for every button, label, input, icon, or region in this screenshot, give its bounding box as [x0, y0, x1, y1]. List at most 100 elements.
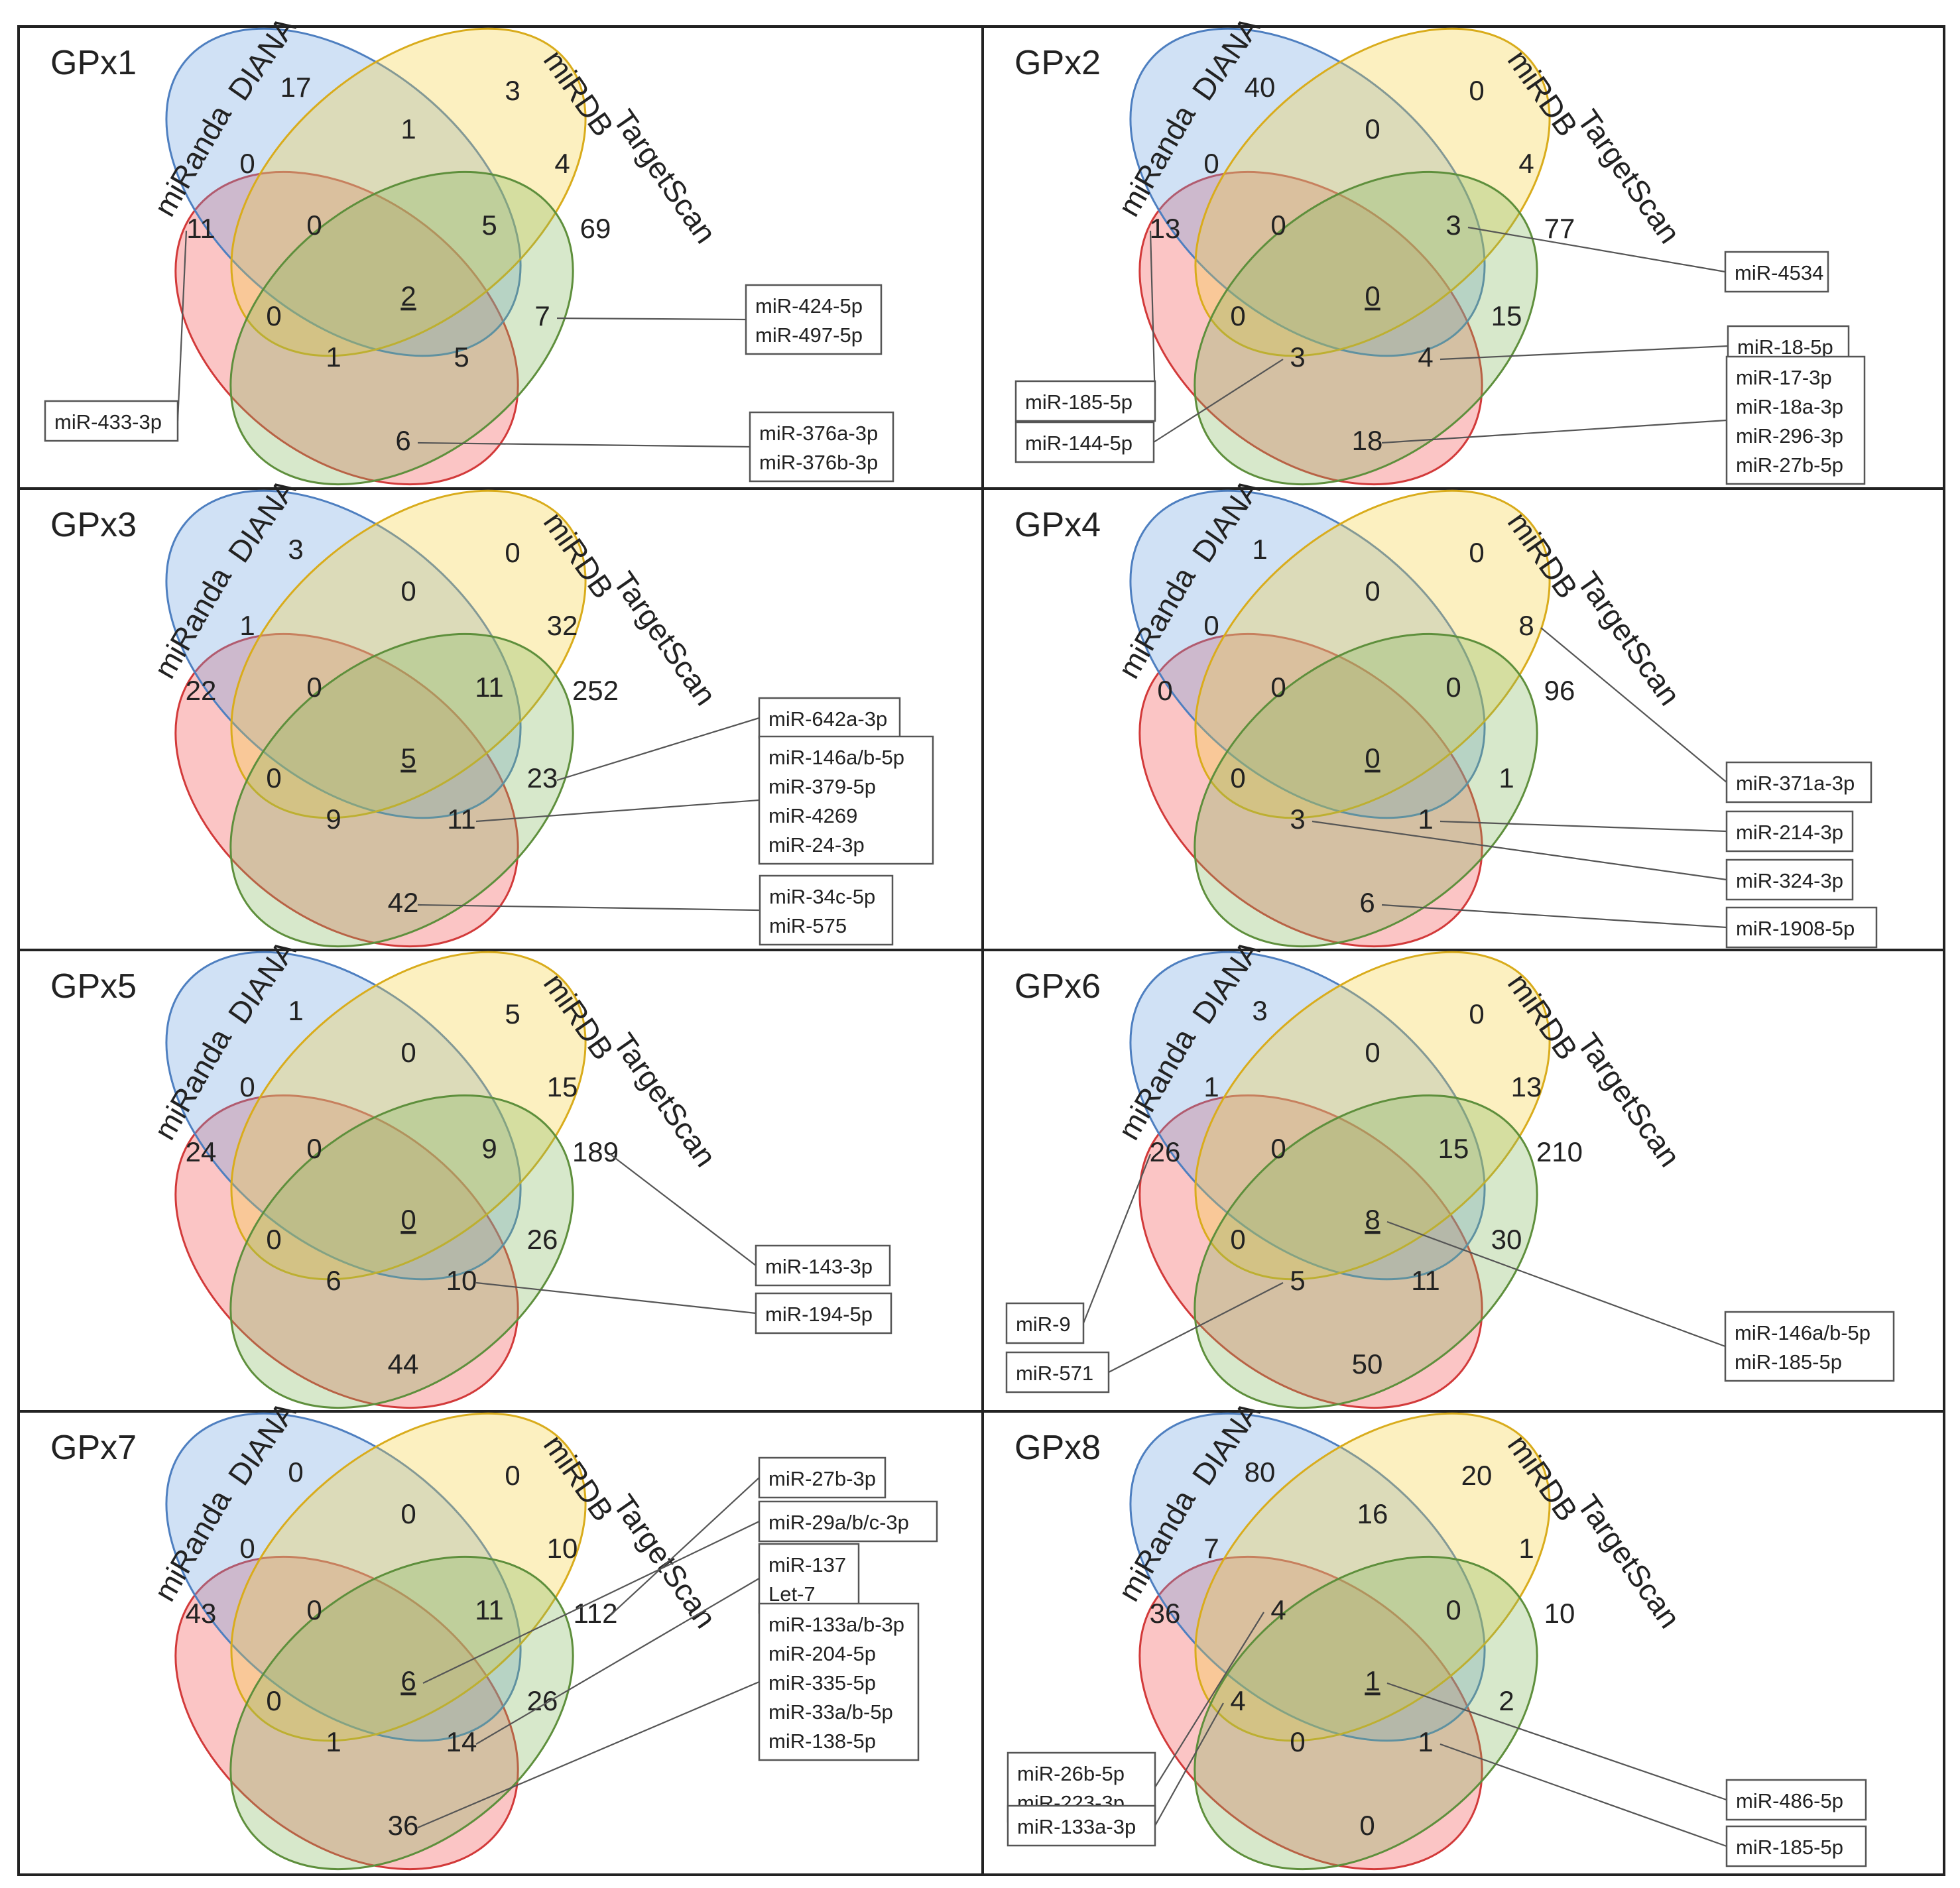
set-ellipse-mirdb [230, 27, 587, 357]
callout-rmt: miR-144-5p [1014, 359, 1284, 463]
region-count-dt: 2 [1499, 1685, 1514, 1716]
callout-mirna-label: miR-642a-3p [768, 707, 887, 731]
region-count-rd: 1 [1203, 1071, 1219, 1102]
region-count-dm: 0 [400, 1498, 416, 1529]
region-count-rdt: 11 [1411, 1265, 1440, 1296]
region-count-rdm: 0 [306, 672, 322, 703]
region-count-r-only: 11 [186, 213, 215, 244]
region-count-all: 2 [400, 280, 416, 312]
callout-leader-line [1149, 230, 1156, 402]
region-count-m-only: 0 [1469, 537, 1484, 568]
region-count-rmt: 3 [1290, 341, 1305, 373]
region-count-rt: 42 [388, 887, 419, 918]
region-count-rdm: 4 [1270, 1594, 1286, 1625]
callout-leader-line [475, 1281, 757, 1315]
callout-mirna-label: miR-18a-3p [1736, 395, 1843, 418]
region-count-r-only: 13 [1150, 213, 1181, 244]
callout-box [758, 1602, 920, 1761]
set-ellipse-targetscan [229, 1555, 574, 1871]
region-count-d-only: 40 [1245, 72, 1276, 103]
callout-box [1007, 1804, 1156, 1847]
region-count-m-only: 0 [505, 537, 520, 568]
callout-r-only: miR-433-3p [44, 230, 188, 442]
region-count-m-only: 3 [505, 75, 520, 106]
region-count-r-only: 0 [1157, 675, 1172, 706]
callout-mirna-label: miR-26b-5p [1017, 1762, 1125, 1785]
set-label-targetscan: TargetScan [607, 565, 723, 711]
callout-mirna-label: miR-9 [1016, 1313, 1071, 1336]
callout-mirna-label: miR-185-5p [1735, 1350, 1842, 1374]
callout-mirna-label: Let-7 [768, 1582, 816, 1606]
region-count-mt: 1 [1518, 1533, 1534, 1564]
region-count-rdt: 1 [1418, 803, 1433, 835]
set-ellipse-mirdb [230, 951, 587, 1281]
region-count-dmt: 0 [1445, 1594, 1461, 1625]
region-count-dt: 23 [527, 762, 558, 794]
region-count-dm: 1 [400, 113, 416, 145]
region-count-m-only: 5 [505, 998, 520, 1030]
region-count-mt: 4 [1518, 148, 1534, 179]
callout-mirna-label: miR-4269 [768, 804, 857, 827]
set-ellipse-mirdb [1194, 489, 1551, 819]
callout-rmt: miR-324-3p [1312, 820, 1854, 901]
set-ellipse-targetscan [229, 632, 574, 948]
region-count-t-only: 112 [574, 1598, 618, 1629]
callout-box [44, 400, 179, 442]
region-count-all: 6 [400, 1665, 416, 1696]
callout-leader-line [609, 1153, 757, 1266]
region-count-rd: 7 [1203, 1533, 1219, 1564]
callout-all: miR-486-5p [1386, 1682, 1867, 1821]
region-count-rt: 6 [395, 425, 410, 456]
region-count-dt: 15 [1491, 300, 1522, 331]
set-ellipse-targetscan [229, 170, 574, 486]
region-count-dt: 30 [1491, 1224, 1522, 1255]
set-label-targetscan: TargetScan [607, 1488, 723, 1634]
region-count-m-only: 20 [1461, 1460, 1493, 1491]
callout-leader-line [609, 1477, 760, 1616]
callout-box [1724, 251, 1829, 293]
callout-leader-line [556, 717, 760, 782]
callout-mirna-label: miR-371a-3p [1736, 772, 1855, 795]
callout-mirna-label: miR-137 [768, 1553, 846, 1576]
set-label-targetscan: TargetScan [1571, 1027, 1687, 1173]
callout-box [745, 284, 883, 355]
region-count-rmt: 0 [1290, 1726, 1305, 1757]
region-count-dm: 0 [1365, 1037, 1380, 1068]
callout-mirna-label: miR-17-3p [1736, 366, 1832, 389]
region-count-t-only: 77 [1544, 213, 1575, 244]
region-count-rd: 0 [239, 148, 255, 179]
callout-mirna-label: miR-571 [1016, 1362, 1093, 1385]
callout-mirna-label: miR-18-5p [1737, 335, 1833, 359]
region-count-rdt: 10 [446, 1265, 477, 1296]
region-count-rd: 0 [239, 1071, 255, 1102]
region-count-rdm: 0 [1270, 209, 1286, 241]
region-count-rdt: 5 [454, 341, 469, 373]
region-count-rt: 44 [388, 1348, 419, 1380]
region-count-rm: 0 [1230, 1224, 1245, 1255]
region-count-all: 0 [1365, 742, 1380, 774]
region-count-rt: 6 [1359, 887, 1375, 918]
callout-all: miR-146a/b-5p miR-185-5p [1386, 1220, 1895, 1382]
region-count-all: 0 [1365, 280, 1380, 312]
region-count-dmt: 0 [1445, 672, 1461, 703]
region-count-rt: 18 [1352, 425, 1383, 456]
region-count-rm: 0 [266, 300, 281, 331]
region-count-dt: 26 [527, 1224, 558, 1255]
region-count-m-only: 0 [1469, 75, 1484, 106]
callout-leader-line [1439, 1743, 1727, 1848]
callout-all: miR-29a/b/c-3p [422, 1500, 938, 1684]
region-count-r-only: 24 [186, 1136, 217, 1167]
callout-r-only: miR-9 [1005, 1153, 1152, 1344]
region-count-rdm: 0 [1270, 1133, 1286, 1164]
callout-leader-line [1082, 1153, 1152, 1324]
panel-title: GPx7 [50, 1429, 137, 1467]
region-count-d-only: 3 [1252, 995, 1267, 1026]
region-count-rdt: 14 [446, 1726, 477, 1757]
callout-rt: miR-133a/b-3p miR-204-5p miR-335-5p miR-33a… [417, 1602, 920, 1829]
callout-mirna-label: miR-146a/b-5p [1735, 1321, 1870, 1344]
region-count-mt: 15 [547, 1071, 578, 1102]
callout-leader-line [1386, 1220, 1726, 1348]
region-count-d-only: 17 [280, 72, 312, 103]
region-count-d-only: 1 [288, 995, 303, 1026]
